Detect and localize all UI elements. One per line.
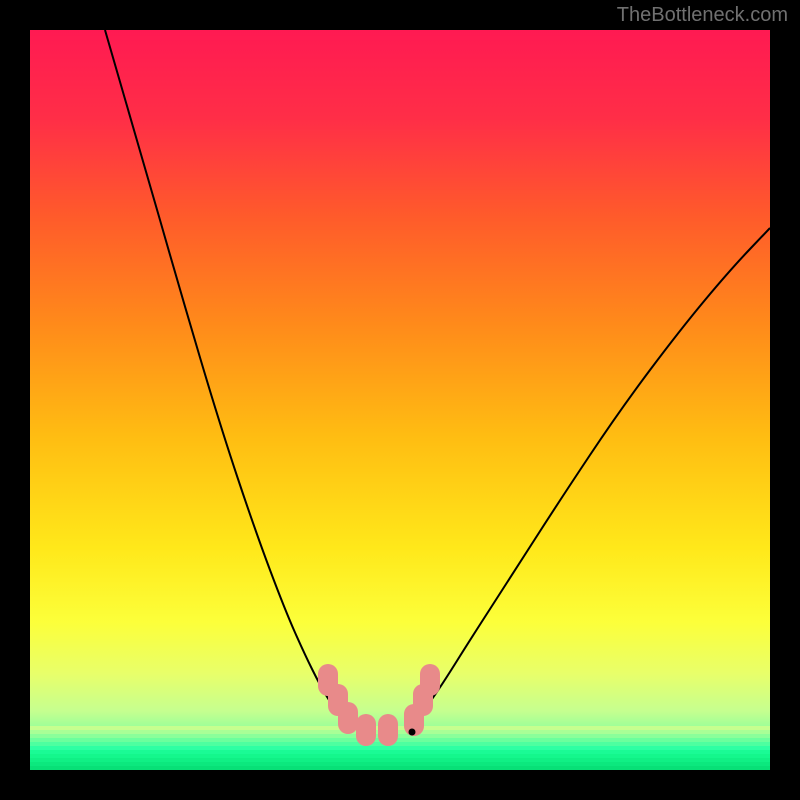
curve-left xyxy=(105,30,340,716)
curve-right xyxy=(420,228,770,716)
plot-area xyxy=(30,30,770,770)
attribution-text: TheBottleneck.com xyxy=(617,4,788,27)
curve-min-point xyxy=(409,729,416,736)
chart-svg xyxy=(30,30,770,770)
markers-right xyxy=(404,664,440,736)
bottom-stripes xyxy=(30,726,770,770)
